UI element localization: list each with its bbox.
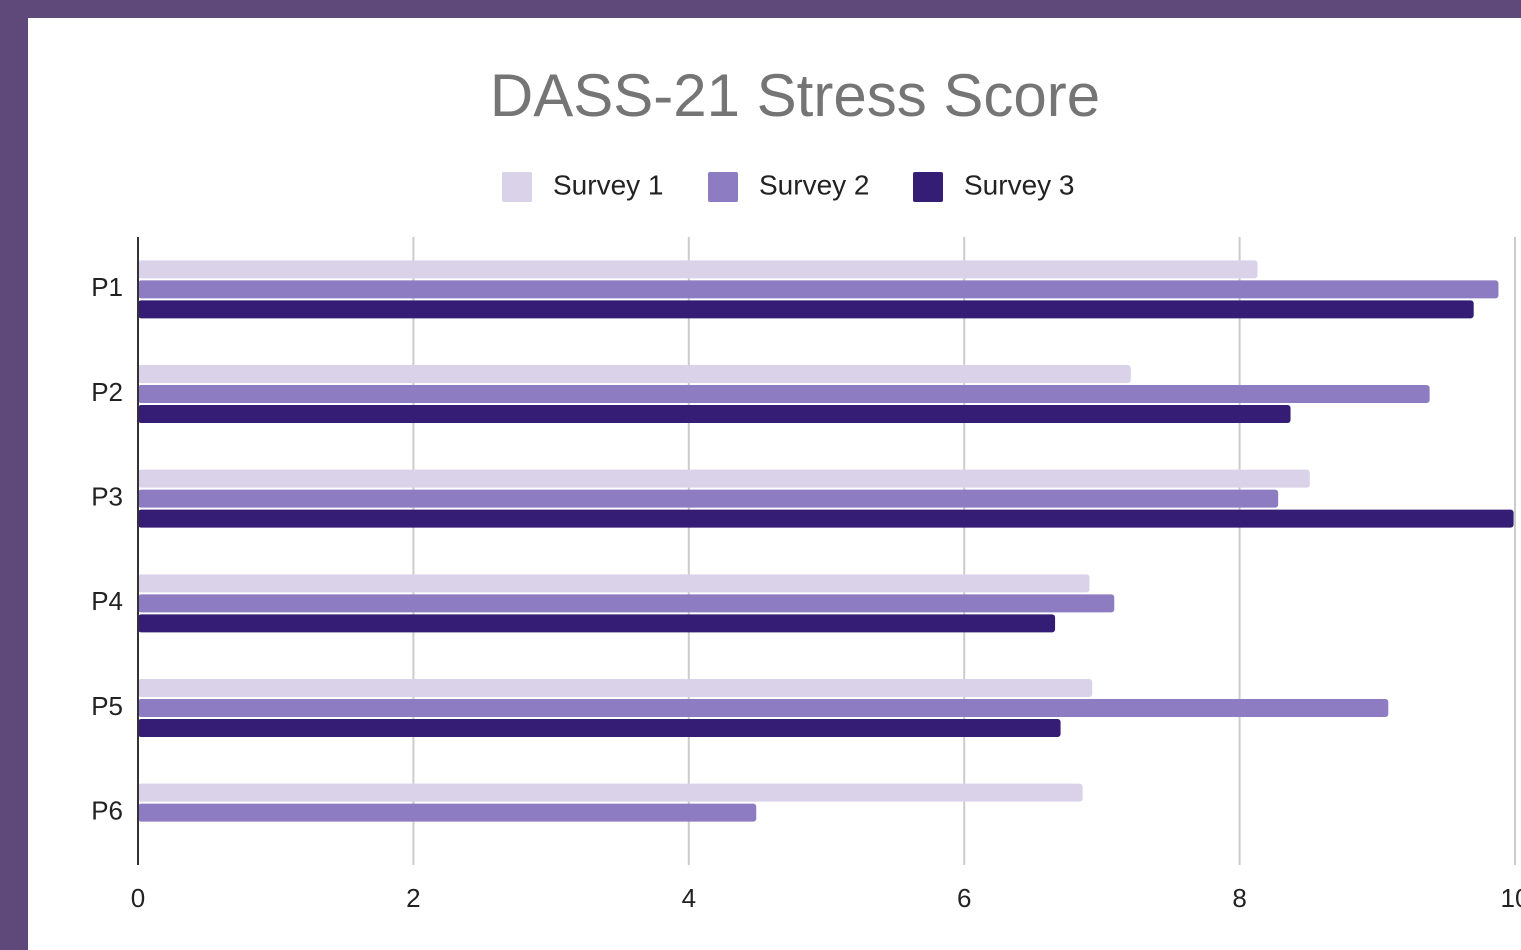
legend-swatch: [708, 172, 738, 202]
y-tick-label: P1: [91, 272, 123, 302]
bar: [138, 469, 1310, 488]
bar: [138, 385, 1430, 403]
x-tick-label: 8: [1232, 883, 1246, 913]
y-tick-label: P2: [91, 377, 123, 407]
bar: [138, 679, 1093, 697]
legend-label: Survey 1: [553, 169, 664, 200]
bar: [138, 300, 1474, 319]
bar: [138, 803, 757, 822]
chart-title: DASS-21 Stress Score: [490, 62, 1100, 129]
legend-label: Survey 3: [964, 169, 1075, 200]
x-tick-label: 0: [131, 883, 145, 913]
bar: [138, 719, 1061, 737]
legend-swatch: [913, 172, 943, 202]
bar: [138, 574, 1090, 593]
y-tick-label: P4: [91, 586, 123, 616]
x-tick-label: 2: [406, 883, 420, 913]
bar: [138, 614, 1056, 633]
legend-label: Survey 2: [759, 169, 870, 200]
legend-swatch: [502, 172, 532, 202]
x-tick-label: 6: [957, 883, 971, 913]
bar: [138, 260, 1258, 279]
y-tick-label: P3: [91, 482, 123, 512]
bar: [138, 365, 1131, 383]
chart: DASS-21 Stress Score Survey 1 Survey 2 Sur…: [28, 18, 1521, 950]
bar: [138, 509, 1514, 528]
bar: [138, 280, 1499, 299]
bar: [138, 783, 1083, 802]
x-tick-label: 10: [1501, 883, 1521, 913]
x-tick-label: 4: [682, 883, 696, 913]
y-tick-label: P6: [91, 796, 123, 826]
bar: [138, 699, 1389, 717]
bar: [138, 405, 1291, 423]
bar: [138, 489, 1279, 508]
y-tick-label: P5: [91, 691, 123, 721]
bar: [138, 594, 1115, 613]
